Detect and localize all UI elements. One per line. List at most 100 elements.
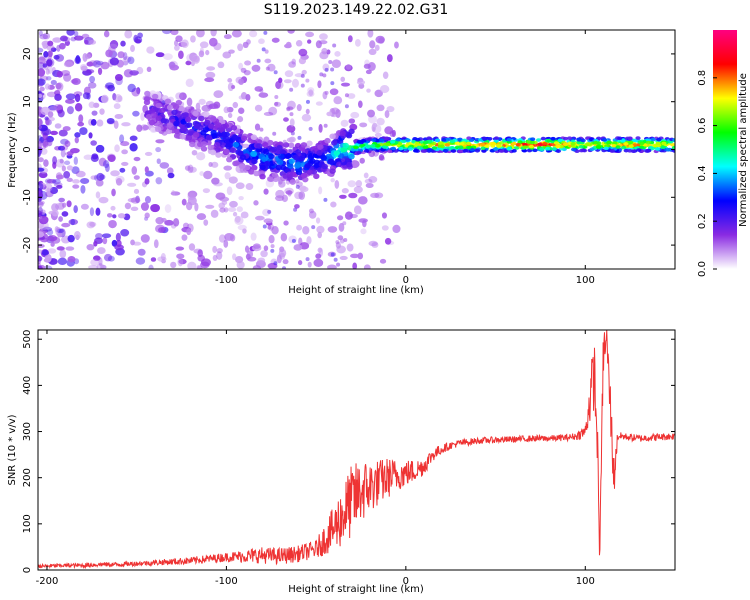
spectrogram-noise-blob bbox=[378, 37, 385, 44]
spectrogram-noise-blob bbox=[202, 188, 211, 194]
spectrogram-noise-blob bbox=[175, 35, 183, 43]
spectrogram-noise-blob bbox=[326, 111, 332, 117]
spectrogram-ridge-blob bbox=[444, 143, 450, 147]
spectrogram-ridge-blob bbox=[182, 112, 189, 118]
spectrogram-ridge-blob bbox=[551, 147, 557, 151]
spectrogram-ridge-blob bbox=[639, 141, 645, 146]
spectrogram-ridge-blob bbox=[313, 173, 320, 180]
spectrogram-ridge-blob bbox=[665, 148, 671, 152]
spectrogram-noise-blob bbox=[272, 131, 277, 136]
spectrogram-noise-blob bbox=[232, 211, 238, 217]
spectrogram-noise-blob bbox=[38, 167, 45, 172]
spectrogram-noise-blob bbox=[374, 132, 382, 138]
spectrogram-ridge-blob bbox=[506, 137, 512, 142]
spectrogram-noise-blob bbox=[73, 156, 78, 165]
spectrogram-noise-blob bbox=[320, 148, 325, 153]
spectrogram-noise-blob bbox=[38, 182, 44, 191]
spectrogram-ridge-blob bbox=[275, 164, 282, 171]
spectrogram-noise-blob bbox=[263, 30, 268, 35]
spectrogram-noise-blob bbox=[200, 258, 211, 267]
spectrogram-noise-blob bbox=[237, 116, 244, 123]
spectrogram-noise-blob bbox=[324, 90, 329, 95]
spectrogram-noise-blob bbox=[59, 42, 66, 50]
spectrogram-noise-blob bbox=[66, 165, 74, 171]
spectrogram-noise-blob bbox=[241, 143, 250, 149]
spectrogram-ridge-blob bbox=[143, 99, 151, 106]
spectrogram-noise-blob bbox=[333, 96, 343, 105]
spectrogram-ridge-blob bbox=[155, 102, 162, 109]
spectrogram-noise-blob bbox=[378, 155, 385, 161]
spectrogram-noise-blob bbox=[242, 228, 247, 234]
spectrogram-noise-blob bbox=[210, 209, 219, 218]
spectrogram-y-label: Frequency (Hz) bbox=[7, 112, 18, 188]
spectrogram-noise-blob bbox=[363, 63, 371, 69]
spectrogram-noise-blob bbox=[38, 78, 46, 86]
spectrogram-noise-blob bbox=[263, 245, 269, 252]
spectrogram-ridge-blob bbox=[650, 137, 656, 142]
spectrogram-ridge-blob bbox=[442, 148, 448, 153]
spectrogram-noise-blob bbox=[74, 136, 79, 144]
spectrogram-noise-blob bbox=[371, 242, 379, 248]
spectrogram-noise-blob bbox=[60, 35, 68, 42]
spectrogram-noise-blob bbox=[89, 221, 97, 227]
spectrogram-noise-blob bbox=[282, 259, 289, 265]
spectrogram-noise-blob bbox=[71, 166, 80, 174]
spectrogram-noise-blob bbox=[99, 174, 106, 180]
spectrogram-noise-blob bbox=[271, 225, 279, 235]
spectrogram-noise-blob bbox=[288, 148, 293, 153]
spectrogram-ridge-blob bbox=[210, 116, 217, 122]
spectrogram-noise-blob bbox=[95, 144, 105, 153]
spectrogram-noise-blob bbox=[54, 123, 62, 129]
spectrogram-noise-blob bbox=[301, 152, 306, 157]
spectrogram-noise-blob bbox=[174, 45, 180, 51]
spectrogram-ridge-blob bbox=[225, 143, 232, 149]
spectrogram-noise-blob bbox=[285, 41, 292, 48]
spectrogram-ridge-blob bbox=[431, 146, 438, 150]
spectrogram-ridge-blob bbox=[670, 142, 675, 147]
spectrogram-noise-blob bbox=[336, 262, 341, 267]
snr-series-line bbox=[38, 330, 675, 570]
spectrogram-noise-blob bbox=[218, 234, 226, 243]
spectrogram-noise-blob bbox=[47, 65, 53, 74]
snr-x-tick-label: -200 bbox=[36, 576, 59, 587]
spectrogram-ridge-blob bbox=[209, 149, 217, 156]
spectrogram-noise-blob bbox=[58, 129, 68, 137]
spectrogram-noise-blob bbox=[187, 164, 194, 174]
spectrogram-noise-blob bbox=[47, 40, 54, 47]
spectrogram-ridge-blob bbox=[253, 170, 260, 177]
spectrogram-noise-blob bbox=[330, 177, 335, 183]
spectrogram-ridge-blob bbox=[361, 139, 367, 143]
spectrogram-ridge-blob bbox=[398, 146, 404, 151]
spectrogram-ridge-blob bbox=[557, 138, 563, 143]
spectrogram-noise-blob bbox=[57, 232, 62, 238]
spectrogram-noise-blob bbox=[379, 85, 390, 94]
spectrogram-noise-blob bbox=[106, 213, 113, 218]
spectrogram-noise-blob bbox=[216, 247, 223, 254]
spectrogram-noise-blob bbox=[173, 218, 180, 227]
spectrogram-noise-blob bbox=[119, 167, 126, 173]
spectrogram-ridge-blob bbox=[595, 145, 602, 149]
spectrogram-noise-blob bbox=[109, 40, 119, 49]
spectrogram-ridge-blob bbox=[655, 141, 661, 146]
spectrogram-noise-blob bbox=[107, 154, 116, 163]
spectrogram-noise-blob bbox=[38, 206, 43, 216]
spectrogram-noise-blob bbox=[42, 32, 51, 40]
spectrogram-noise-blob bbox=[284, 70, 294, 78]
spectrogram-noise-blob bbox=[357, 252, 364, 260]
spectrogram-ridge-blob bbox=[609, 148, 616, 153]
spectrogram-ridge-blob bbox=[620, 139, 626, 143]
spectrogram-noise-blob bbox=[45, 58, 55, 68]
spectrogram-noise-blob bbox=[255, 215, 265, 221]
spectrogram-noise-blob bbox=[376, 117, 385, 126]
spectrogram-ridge-blob bbox=[289, 179, 296, 185]
spectrogram-noise-blob bbox=[267, 209, 272, 214]
spectrogram-noise-blob bbox=[88, 265, 99, 269]
spectrogram-ridge-blob bbox=[570, 147, 577, 152]
spectrogram-noise-blob bbox=[308, 89, 314, 97]
spectrogram-noise-blob bbox=[140, 112, 145, 121]
spectrogram-noise-blob bbox=[311, 150, 316, 155]
spectrogram-noise-blob bbox=[187, 261, 197, 269]
spectrogram-noise-blob bbox=[99, 108, 105, 115]
spectrogram-noise-blob bbox=[115, 177, 123, 186]
spectrogram-noise-blob bbox=[261, 47, 266, 52]
